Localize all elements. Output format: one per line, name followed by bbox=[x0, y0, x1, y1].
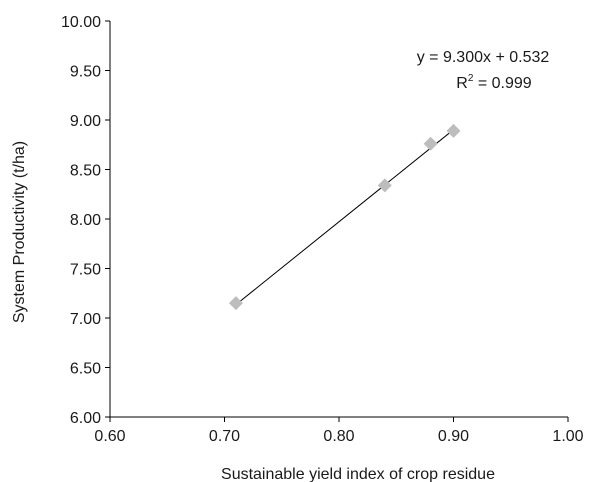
y-tick-label: 6.00 bbox=[70, 410, 101, 427]
data-point-marker bbox=[423, 136, 438, 151]
data-points bbox=[228, 123, 461, 311]
y-tick-label: 8.50 bbox=[70, 163, 101, 180]
tick-marks bbox=[105, 20, 569, 422]
x-tick-label: 0.80 bbox=[323, 428, 354, 445]
x-tick-label: 0.70 bbox=[209, 428, 240, 445]
r-squared-label: R2 = 0.999 bbox=[456, 73, 532, 92]
r-squared-superscript: 2 bbox=[468, 73, 474, 84]
r-squared-value: = 0.999 bbox=[473, 75, 531, 92]
y-tick-label: 10.00 bbox=[61, 14, 101, 31]
r-squared-prefix: R bbox=[456, 75, 468, 92]
tick-labels: 6.00 6.50 7.00 7.50 8.00 8.50 9.00 9.50 10.00 0.6… bbox=[61, 14, 584, 445]
data-point-marker bbox=[228, 296, 243, 311]
trendline-group bbox=[235, 129, 454, 306]
x-axis-label: Sustainable yield index of crop residue bbox=[221, 466, 495, 482]
data-point-marker bbox=[377, 178, 392, 193]
y-tick-label: 9.50 bbox=[70, 64, 101, 81]
y-tick-label: 7.00 bbox=[70, 311, 101, 328]
data-point-marker bbox=[446, 123, 461, 138]
trendline bbox=[235, 129, 454, 306]
x-tick-label: 0.90 bbox=[438, 428, 469, 445]
x-tick-label: 1.00 bbox=[552, 428, 583, 445]
trendline-equation: y = 9.300x + 0.532 bbox=[417, 49, 550, 66]
y-tick-label: 6.50 bbox=[70, 361, 101, 378]
y-tick-label: 9.00 bbox=[70, 113, 101, 130]
x-tick-label: 0.60 bbox=[94, 428, 125, 445]
y-axis-label: System Productivity (t/ha) bbox=[11, 141, 28, 323]
y-tick-label: 7.50 bbox=[70, 262, 101, 279]
y-tick-label: 8.00 bbox=[70, 212, 101, 229]
